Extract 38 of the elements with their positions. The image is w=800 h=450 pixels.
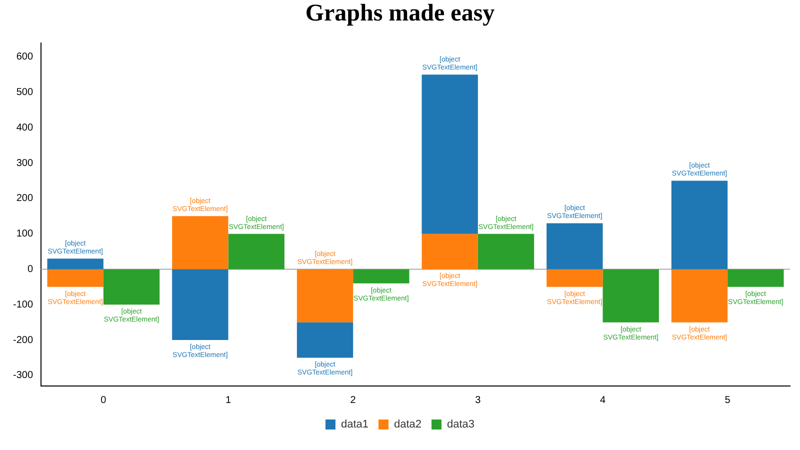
- x-tick-label: 5: [724, 394, 731, 406]
- y-tick-label: -100: [13, 299, 34, 310]
- bar: [296, 269, 354, 322]
- y-tick-label: 200: [16, 193, 34, 204]
- x-tick-label: 2: [350, 394, 356, 406]
- bar: [47, 269, 104, 287]
- legend-label: data3: [447, 418, 475, 431]
- y-tick-label: 500: [16, 87, 34, 98]
- bar: [671, 269, 728, 322]
- bar: [228, 234, 284, 270]
- bar: [546, 223, 603, 270]
- x-tick-label: 4: [600, 394, 606, 406]
- x-tick-label: 1: [225, 394, 232, 406]
- bar: [478, 234, 534, 270]
- y-tick-label: -300: [13, 370, 34, 382]
- bar: [422, 234, 478, 270]
- bar: [671, 180, 728, 270]
- legend-label: data1: [340, 418, 368, 431]
- bar: [296, 322, 354, 358]
- x-tick-label: 0: [100, 394, 107, 406]
- x-tick-label: 3: [475, 394, 482, 406]
- bar: [602, 269, 659, 322]
- bar: [353, 269, 410, 284]
- bar: [103, 269, 160, 305]
- bar: [47, 258, 104, 270]
- y-tick-label: 300: [16, 158, 34, 169]
- legend-label: data2: [394, 418, 422, 431]
- y-tick-label: 0: [27, 264, 34, 275]
- bar: [172, 269, 228, 340]
- bar: [728, 269, 784, 287]
- y-tick-label: 400: [16, 122, 34, 134]
- bar: [546, 269, 603, 287]
- y-tick-label: -200: [13, 334, 34, 346]
- y-tick-label: 600: [16, 52, 34, 63]
- bar: [172, 216, 228, 270]
- y-tick-label: 100: [16, 228, 34, 240]
- bar: [422, 74, 478, 234]
- chart-title: Graphs made easy: [305, 0, 495, 27]
